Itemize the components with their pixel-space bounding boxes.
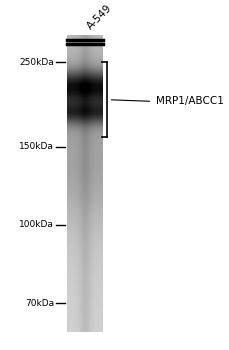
Text: A-549: A-549 bbox=[85, 3, 113, 31]
Text: 70kDa: 70kDa bbox=[25, 299, 54, 308]
Text: 250kDa: 250kDa bbox=[19, 58, 54, 67]
Text: MRP1/ABCC1: MRP1/ABCC1 bbox=[155, 96, 223, 106]
Text: 100kDa: 100kDa bbox=[19, 220, 54, 230]
Text: 150kDa: 150kDa bbox=[19, 142, 54, 152]
